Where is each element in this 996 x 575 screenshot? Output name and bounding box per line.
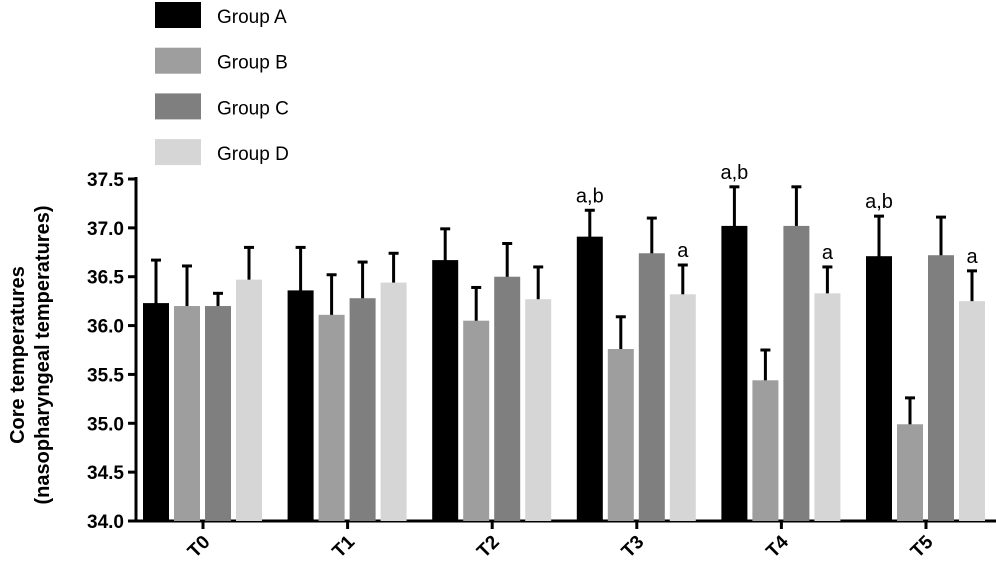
bar-group-d-t2 [525,299,552,521]
bar-group-a-t5 [866,256,892,521]
legend-label: Group D [217,144,289,165]
bar-group-d-t3 [669,294,696,521]
x-tick-label: T1 [329,531,360,562]
bar-group-d-t1 [380,282,407,521]
bar-group-b-t5 [897,424,923,521]
y-axis-label-line-1: Core temperatures [7,266,29,444]
legend-label: Group B [217,53,288,74]
y-axis: 34.0 34.5 35.0 35.5 36.0 36.5 37.0 37.5 [87,170,138,533]
bar-group-c-t2 [494,276,521,521]
y-axis-label: Core temperatures (nasopharyngeal temper… [7,206,54,505]
legend-swatch [155,2,201,28]
bar-group-d-t5 [959,301,985,521]
legend-swatch [155,93,201,120]
x-tick-label: T0 [184,532,215,563]
bar-group-c-t0 [205,306,231,521]
bar-group-a-t3 [576,236,603,521]
bar-group-a-t1 [287,290,314,521]
y-tick-label: 34.0 [87,512,124,533]
y-tick-label: 37.5 [87,170,124,191]
x-tick-label: T4 [762,531,793,562]
legend-label: Group C [217,98,289,119]
significance-label: a,b [576,185,604,207]
bar-group-c-t3 [638,253,665,521]
bar-group-a-t0 [143,303,169,521]
legend-swatch [155,139,201,166]
x-tick-label: T3 [618,532,649,563]
y-tick-label: 36.5 [87,268,124,289]
bar-group-c-t1 [349,298,376,521]
x-tick-label: T2 [473,532,504,563]
x-axis: T0 T1 T2 T3 T4 T5 [135,519,996,563]
bar-group-b-t3 [607,349,634,521]
x-tick-label: T5 [907,531,938,562]
legend-swatch [155,47,201,74]
y-tick-label: 36.0 [87,317,124,338]
legend: Group A Group B Group C Group D [155,2,289,166]
bar-group-a-t4 [721,225,748,521]
significance-label: a [822,242,834,264]
y-tick-label: 34.5 [87,463,124,484]
bar-group-c-t4 [783,225,810,521]
bar-group-d-t0 [236,279,262,521]
y-tick-label: 35.5 [87,365,124,386]
significance-label: a,b [865,191,893,213]
significance-label: a,b [720,162,748,184]
significance-label: a [966,246,978,268]
bar-group-c-t5 [928,255,954,521]
bars: a,b a a,b a a,b a [143,162,985,521]
bar-group-b-t0 [174,306,200,521]
bar-group-b-t1 [318,314,345,521]
y-tick-label: 37.0 [87,219,124,240]
bar-group-d-t4 [814,293,841,521]
legend-label: Group A [217,7,287,28]
bar-group-a-t2 [432,260,459,521]
bar-group-b-t2 [463,320,490,521]
significance-label: a [677,240,689,262]
y-tick-label: 35.0 [87,414,124,435]
y-axis-label-line-2: (nasopharyngeal temperatures) [32,206,54,505]
bar-group-b-t4 [752,380,779,521]
